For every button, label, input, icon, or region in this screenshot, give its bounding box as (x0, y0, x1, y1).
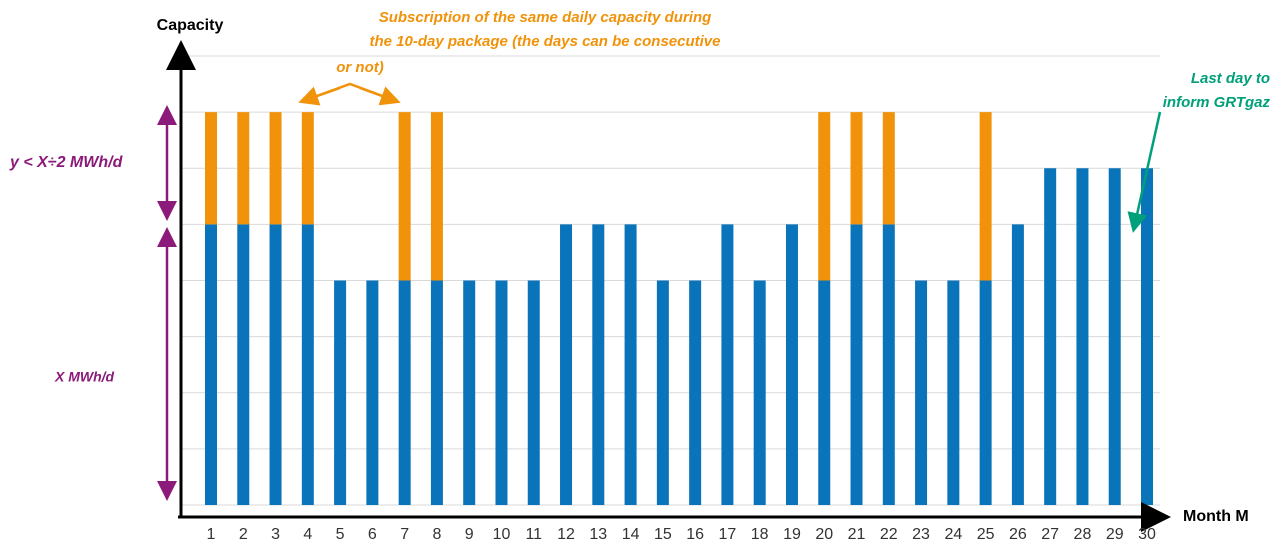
y-axis-label: Capacity (157, 17, 224, 34)
x-tick-label: 10 (493, 526, 511, 543)
x-tick-label: 24 (944, 526, 962, 543)
x-tick-label: 5 (336, 526, 345, 543)
x-tick-label: 30 (1138, 526, 1156, 543)
bar-segment (398, 280, 411, 505)
bar-segment (979, 112, 992, 281)
bar-segment (560, 224, 573, 505)
x-tick-label: 12 (557, 526, 575, 543)
bar-segment (463, 280, 476, 505)
x-tick-label: 27 (1041, 526, 1059, 543)
x-tick-label: 21 (848, 526, 866, 543)
bar-segment (301, 224, 314, 505)
annotation-arrow (302, 82, 397, 103)
x-tick-label: 4 (303, 526, 312, 543)
bar-segment (753, 280, 766, 505)
bar-segment (850, 224, 863, 505)
bar-segment (915, 280, 928, 505)
x-tick-label: 16 (686, 526, 704, 543)
annotation: Subscription of the same daily capacity … (379, 9, 712, 26)
annotation-arrow (1127, 111, 1162, 233)
x-tick-label: 17 (719, 526, 737, 543)
annotation: the 10-day package (the days can be cons… (370, 33, 721, 50)
x-tick-label: 15 (654, 526, 672, 543)
x-tick-label: 14 (622, 526, 640, 543)
annotation: X MWh/d (54, 369, 115, 385)
x-tick-label: 1 (207, 526, 216, 543)
bar-segment (1011, 224, 1024, 505)
x-tick-label: 6 (368, 526, 377, 543)
x-tick-label: 19 (783, 526, 801, 543)
x-tick-label: 8 (432, 526, 441, 543)
bar-segment (785, 224, 798, 505)
bar-segment (624, 224, 637, 505)
bar-segment (1076, 168, 1089, 505)
x-tick-label: 9 (465, 526, 474, 543)
x-tick-label: 3 (271, 526, 280, 543)
bar-segment (818, 112, 831, 281)
x-tick-label: 26 (1009, 526, 1027, 543)
bar-segment (1141, 168, 1153, 505)
annotation: y < X÷2 MWh/d (9, 154, 124, 171)
bar-segment (656, 280, 669, 505)
bar-segment (1044, 168, 1057, 505)
bar-segment (527, 280, 540, 505)
bar-segment (1108, 168, 1121, 505)
annotation: Last day to (1191, 70, 1270, 87)
x-tick-label: 29 (1106, 526, 1124, 543)
bar-segment (818, 280, 831, 505)
x-tick-label: 28 (1074, 526, 1092, 543)
x-axis-label: Month M (1183, 508, 1249, 525)
bar-segment (301, 112, 314, 225)
bar-segment (269, 112, 282, 225)
bar-segment (592, 224, 605, 505)
annotation: inform GRTgaz (1163, 94, 1271, 111)
annotation-arrow (298, 86, 341, 106)
annotation-arrow (359, 86, 401, 106)
x-tick-label: 11 (525, 526, 542, 543)
bar-segment (398, 112, 411, 281)
bar-segment (430, 280, 443, 505)
x-tick-label: 2 (239, 526, 248, 543)
bar-segment (366, 280, 379, 505)
bar-segment (430, 112, 443, 281)
bars (205, 112, 1153, 505)
bar-segment (850, 112, 863, 225)
x-tick-label: 7 (400, 526, 409, 543)
bar-segment (334, 280, 347, 505)
x-tick-label: 23 (912, 526, 930, 543)
bar-segment (205, 112, 217, 225)
bar-segment (947, 280, 960, 505)
x-tick-label: 20 (815, 526, 833, 543)
bar-segment (205, 224, 217, 505)
bar-segment (269, 224, 282, 505)
x-tick-label: 18 (751, 526, 769, 543)
bar-segment (882, 112, 895, 225)
bar-segment (882, 224, 895, 505)
x-tick-label: 13 (589, 526, 607, 543)
x-tick-label: 25 (977, 526, 995, 543)
bar-segment (237, 112, 250, 225)
bar-segment (237, 224, 250, 505)
bar-segment (495, 280, 508, 505)
annotation: or not) (336, 59, 383, 76)
x-tick-label: 22 (880, 526, 898, 543)
bar-segment (689, 280, 702, 505)
bar-segment (721, 224, 734, 505)
bar-segment (979, 280, 992, 505)
